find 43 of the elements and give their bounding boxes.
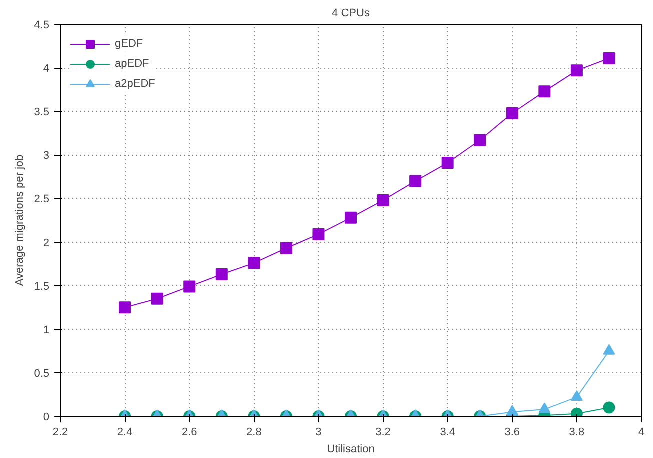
point: [151, 292, 164, 305]
y-tick-label: 2: [43, 237, 50, 250]
y-axis-title: Average migrations per job: [14, 154, 26, 286]
y-tick-label: 2.5: [34, 194, 50, 206]
x-tick-label: 3: [316, 426, 322, 438]
point: [377, 194, 390, 206]
x-tick-label: 2.4: [117, 426, 133, 438]
y-tick-label: 0.5: [34, 368, 50, 380]
x-tick-label: 3.2: [376, 426, 391, 438]
x-tick-label: 2.2: [52, 426, 68, 438]
x-tick-label: 3.6: [504, 426, 520, 438]
legend-label: apEDF: [115, 58, 150, 70]
x-tick-label: 3.8: [569, 426, 585, 438]
point: [345, 212, 357, 224]
point: [538, 86, 551, 98]
point: [570, 390, 583, 402]
point: [216, 268, 228, 281]
point: [184, 280, 196, 293]
y-tick-label: 3: [43, 150, 50, 162]
point: [442, 157, 454, 170]
point: [603, 344, 616, 355]
legend-label: gEDF: [115, 38, 144, 50]
point: [280, 242, 292, 254]
point: [248, 257, 260, 270]
point: [312, 228, 325, 240]
y-tick-label: 4: [43, 63, 50, 76]
y-tick-label: 3.5: [34, 106, 50, 119]
point: [474, 134, 486, 146]
x-tick-label: 2.8: [246, 426, 262, 438]
point: [410, 175, 422, 188]
x-axis-title: Utilisation: [327, 444, 375, 456]
x-tick-label: 4: [638, 426, 645, 438]
point: [506, 107, 518, 120]
point: [570, 64, 583, 77]
point: [538, 402, 551, 414]
y-tick-label: 0: [43, 412, 50, 424]
y-tick-label: 1: [43, 324, 50, 336]
chart-title: 4 CPUs: [332, 8, 370, 20]
y-tick-label: 4.5: [34, 20, 50, 32]
x-tick-label: 3.4: [440, 426, 456, 438]
legend-label: a2pEDF: [115, 78, 156, 90]
x-tick-label: 2.6: [182, 426, 198, 438]
y-tick-label: 1.5: [34, 280, 50, 293]
